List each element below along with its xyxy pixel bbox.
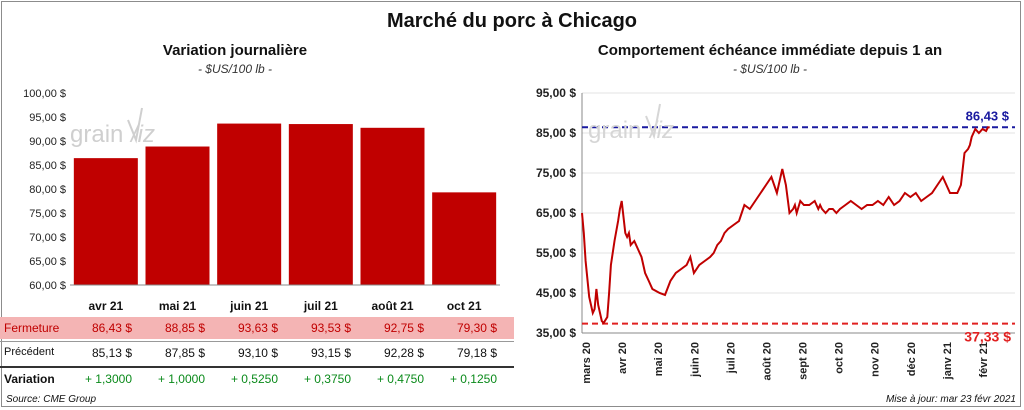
variation-cell: + 0,5250 [230, 372, 278, 386]
precedent-cell: 93,15 $ [310, 346, 351, 360]
watermark-mark-left [127, 107, 143, 144]
x-tick-label: mai 21 [159, 299, 197, 313]
y-tick-label: 85,00 $ [29, 160, 66, 172]
row-label-fermeture: Fermeture [4, 321, 60, 335]
right-chart-title: Comportement échéance immédiate depuis 1… [597, 42, 943, 59]
fermeture-cell: 79,30 $ [456, 321, 497, 335]
precedent-cell: 79,18 $ [456, 346, 497, 360]
page-title: Marché du porc à Chicago [386, 10, 638, 32]
x-tick-label: févr 21 [978, 342, 990, 377]
y-tick-label: 100,00 $ [23, 88, 66, 100]
table-row-fermeture: Fermeture 86,43 $ 88,85 $ 93,63 $ 93,53 … [0, 317, 514, 339]
update-note: Mise à jour: mar 23 févr 2021 [885, 394, 1016, 405]
fermeture-cell: 88,85 $ [164, 321, 205, 335]
bar-chart: 60,00 $ 65,00 $ 70,00 $ 75,00 $ 80,00 $ 85,00… [23, 88, 500, 313]
variation-cell: + 0,4750 [376, 372, 424, 386]
precedent-cell: 87,85 $ [164, 346, 205, 360]
bar [288, 124, 353, 285]
x-tick-label: janv 21 [942, 342, 954, 380]
watermarks: grain /iz grain /iz [70, 103, 674, 148]
y-tick-label: 95,00 $ [29, 112, 66, 124]
y-tick-label: 80,00 $ [29, 184, 66, 196]
x-tick-label: oct 21 [447, 299, 482, 313]
variation-cell: + 0,1250 [449, 372, 497, 386]
x-tick-label: déc 20 [906, 342, 918, 376]
line-chart: 35,00 $ 45,00 $ 55,00 $ 65,00 $ 75,00 $ 85,00… [536, 86, 1015, 384]
y-tick-label: 85,00 $ [536, 126, 576, 140]
x-tick-label: août 21 [371, 299, 413, 313]
x-tick-label: avr 20 [617, 342, 629, 374]
max-value-label: 86,43 $ [966, 108, 1010, 123]
row-label-precedent: Précédent [4, 346, 55, 358]
y-tick-label: 90,00 $ [29, 136, 66, 148]
fermeture-cell: 93,63 $ [237, 321, 278, 335]
table-row-precedent: Précédent 85,13 $ 87,85 $ 93,10 $ 93,15 … [0, 342, 514, 364]
min-value-label: 37,33 $ [964, 329, 1011, 345]
variation-cell: + 1,3000 [84, 372, 132, 386]
left-chart-title: Variation journalière [162, 42, 308, 59]
source-note: Source: CME Group [6, 394, 97, 405]
bar [217, 123, 282, 286]
price-series-line [581, 126, 990, 325]
y-tick-label: 75,00 $ [536, 166, 576, 180]
x-tick-label: juin 21 [229, 299, 268, 313]
y-tick-label: 95,00 $ [536, 86, 576, 100]
x-tick-label: mai 20 [653, 342, 665, 376]
table-divider [0, 341, 514, 342]
variation-cell: + 0,3750 [303, 372, 351, 386]
y-tick-label: 55,00 $ [536, 246, 576, 260]
y-tick-label: 65,00 $ [29, 256, 66, 268]
table-row-variation: Variation + 1,3000 + 1,0000 + 0,5250 + 0… [0, 368, 514, 390]
x-tick-label: juin 20 [689, 342, 701, 378]
table-divider-strong [0, 366, 514, 368]
y-tick-label: 35,00 $ [536, 326, 576, 340]
watermark-grainwiz-right: grain [588, 117, 641, 144]
precedent-cell: 93,10 $ [237, 346, 278, 360]
bar [432, 192, 497, 285]
left-chart-unit: - $US/100 lb - [197, 62, 273, 76]
right-chart-unit: - $US/100 lb - [732, 62, 808, 76]
x-tick-label: nov 20 [870, 342, 882, 377]
x-tick-label: août 20 [761, 342, 773, 381]
y-tick-label: 65,00 $ [536, 206, 576, 220]
fermeture-cell: 93,53 $ [310, 321, 351, 335]
precedent-cell: 92,28 $ [383, 346, 424, 360]
x-tick-label: sept 20 [798, 342, 810, 380]
y-tick-label: 45,00 $ [536, 286, 576, 300]
x-tick-label: oct 20 [834, 342, 846, 374]
bar [73, 158, 138, 285]
row-label-variation: Variation [4, 372, 55, 386]
x-tick-label: avr 21 [88, 299, 123, 313]
variation-cell: + 1,0000 [157, 372, 205, 386]
y-tick-label: 75,00 $ [29, 208, 66, 220]
y-tick-label: 70,00 $ [29, 232, 66, 244]
fermeture-cell: 92,75 $ [383, 321, 424, 335]
bar [145, 146, 210, 285]
precedent-cell: 85,13 $ [91, 346, 132, 360]
y-tick-label: 60,00 $ [29, 280, 66, 292]
x-tick-label: juil 20 [725, 342, 737, 374]
watermark-mark-right [645, 103, 661, 140]
watermark-grainwiz-left: grain [70, 121, 123, 148]
bar [360, 127, 425, 285]
fermeture-cell: 86,43 $ [91, 321, 132, 335]
x-tick-label: mars 20 [581, 342, 593, 384]
x-tick-label: juil 21 [303, 299, 338, 313]
